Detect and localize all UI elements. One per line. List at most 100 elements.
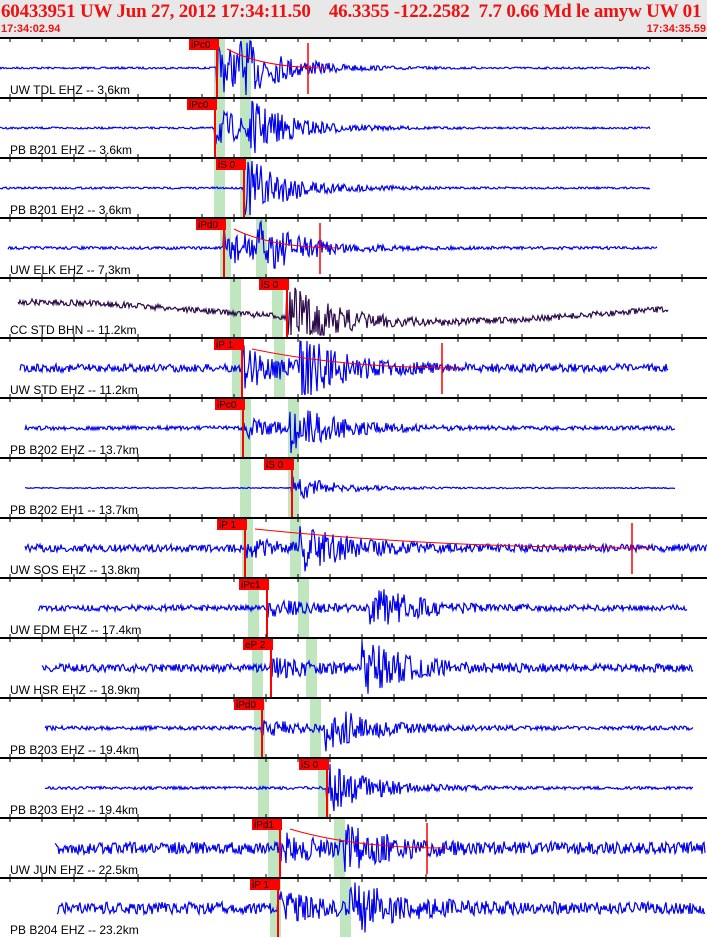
trace-row[interactable]: iS 0 PB B202 EH1 -- 13.7km (0, 454, 707, 517)
pick-label: iPd0 (236, 700, 256, 711)
pick-flag[interactable] (264, 459, 294, 470)
pick-flag[interactable] (252, 819, 282, 830)
trace-row[interactable]: iPc0 UW TDL EHZ -- 3.6km (0, 37, 707, 97)
pick-label: iS 0 (261, 280, 279, 291)
pick-flag[interactable] (217, 519, 247, 530)
pick-label: eP 2 (245, 640, 266, 651)
waveform (0, 160, 651, 216)
pick-flag[interactable] (216, 159, 246, 170)
pick-flag[interactable] (239, 579, 269, 590)
s-window-band (240, 157, 251, 217)
s-window-band (288, 397, 299, 457)
p-window-band (248, 577, 259, 637)
station-label: CC STD BHN -- 11.2km (10, 323, 136, 337)
trace-row[interactable]: eP 2 UW HSR EHZ -- 18.9km (0, 634, 707, 697)
trace-row[interactable]: iS 0 PB B203 EH2 -- 19.4km (0, 754, 707, 817)
trace-row[interactable]: iPd0 UW ELK EHZ -- 7.3km (0, 214, 707, 277)
p-window-band (268, 817, 279, 877)
coda-decay-line (226, 48, 329, 69)
station-label: UW STD EHZ -- 11.2km (10, 383, 138, 397)
station-label: UW SOS EHZ -- 13.8km (10, 563, 140, 577)
pick-flag[interactable] (215, 399, 245, 410)
s-window-band (240, 97, 251, 157)
s-window-band (272, 277, 283, 337)
pick-flag[interactable] (189, 39, 219, 50)
pick-label: iS 0 (218, 160, 236, 171)
p-window-band (252, 637, 263, 697)
end-time: 17:34:35.59 (646, 23, 706, 35)
trace-row[interactable]: iPc0 PB B202 EHZ -- 13.7km (0, 394, 707, 457)
station-label: PB B204 EHZ -- 23.2km (10, 923, 139, 937)
p-window-band (240, 397, 251, 457)
trace-row[interactable]: iP 1 PB B204 EHZ -- 23.2km (0, 874, 707, 937)
pick-label: iPd1 (254, 820, 274, 831)
p-window-band (270, 877, 281, 937)
station-label: PB B201 EH2 -- 3.6km (10, 203, 131, 217)
pick-flag[interactable] (234, 699, 264, 710)
waveform (7, 219, 658, 269)
coda-decay-line (233, 228, 341, 249)
pick-flag[interactable] (299, 759, 329, 770)
trace-row[interactable]: iPd1 UW JUN EHZ -- 22.5km (0, 814, 707, 877)
coda-decay-line (289, 828, 448, 849)
s-window-band (310, 697, 321, 757)
station-label: PB B201 EHZ -- 3.6km (10, 143, 132, 157)
pick-label: iPc1 (241, 580, 261, 591)
waveform-panel[interactable]: iPc0 UW TDL EHZ -- 3.6km iPc0 PB B201 EHZ -… (0, 37, 707, 938)
trace-row[interactable]: iS 0 CC STD BHN -- 11.2km (0, 274, 707, 337)
s-window-band (298, 577, 309, 637)
trace-row[interactable]: iPd0 PB B203 EHZ -- 19.4km (0, 694, 707, 757)
waveform (54, 824, 706, 872)
trace-row[interactable]: iP 1 UW SOS EHZ -- 13.8km (0, 514, 707, 577)
event-title: 60433951 UW Jun 27, 2012 17:34:11.50 46.… (1, 1, 707, 22)
waveform (0, 40, 651, 96)
pick-flag[interactable] (187, 99, 217, 110)
p-window-band (214, 37, 225, 97)
waveform (24, 526, 707, 572)
station-label: PB B203 EH2 -- 19.4km (10, 803, 138, 817)
pick-label: iPc0 (217, 400, 237, 411)
trace-row[interactable]: iS 0 PB B201 EH2 -- 3.6km (0, 154, 707, 217)
pick-label: iPc0 (189, 100, 209, 111)
p-window-band (240, 457, 251, 517)
waveform (44, 764, 694, 812)
pick-label: iP 1 (219, 520, 236, 531)
pick-label: iPd0 (198, 220, 218, 231)
start-time: 17:34:02.94 (1, 23, 61, 35)
pick-flag[interactable] (196, 219, 226, 230)
s-window-band (306, 637, 317, 697)
s-window-band (256, 217, 267, 277)
station-label: PB B203 EHZ -- 19.4km (10, 743, 139, 757)
waveform (17, 283, 669, 336)
station-label: PB B202 EHZ -- 13.7km (10, 443, 139, 457)
station-label: PB B202 EH1 -- 13.7km (10, 503, 138, 517)
header: 60433951 UW Jun 27, 2012 17:34:11.50 46.… (0, 0, 707, 37)
waveform (41, 641, 694, 694)
trace-row[interactable]: iPc0 PB B201 EHZ -- 3.6km (0, 94, 707, 157)
waveform (0, 100, 651, 154)
trace-row[interactable]: iPc1 UW EDM EHZ -- 17.4km (0, 574, 707, 637)
trace-row[interactable]: iP 1 UW STD EHZ -- 11.2km (0, 334, 707, 397)
p-window-band (254, 697, 265, 757)
pick-flag[interactable] (250, 879, 280, 890)
station-label: UW EDM EHZ -- 17.4km (10, 623, 141, 637)
pick-flag[interactable] (214, 339, 244, 350)
p-window-band (230, 277, 241, 337)
pick-flag[interactable] (243, 639, 273, 650)
pick-label: iP 1 (216, 340, 233, 351)
station-label: UW JUN EHZ -- 22.5km (10, 863, 138, 877)
waveform (37, 589, 688, 625)
pick-label: iPc0 (191, 40, 211, 51)
waveform (56, 882, 706, 933)
waveform (24, 410, 676, 454)
station-label: UW ELK EHZ -- 7.3km (10, 263, 131, 277)
p-window-band (214, 157, 225, 217)
station-label: UW TDL EHZ -- 3.6km (10, 83, 130, 97)
coda-decay-line (251, 348, 463, 369)
waveform (25, 476, 676, 500)
coda-decay-line (254, 528, 653, 549)
pick-flag[interactable] (259, 279, 289, 290)
s-window-band (318, 757, 329, 817)
pick-label: iS 0 (301, 760, 319, 771)
